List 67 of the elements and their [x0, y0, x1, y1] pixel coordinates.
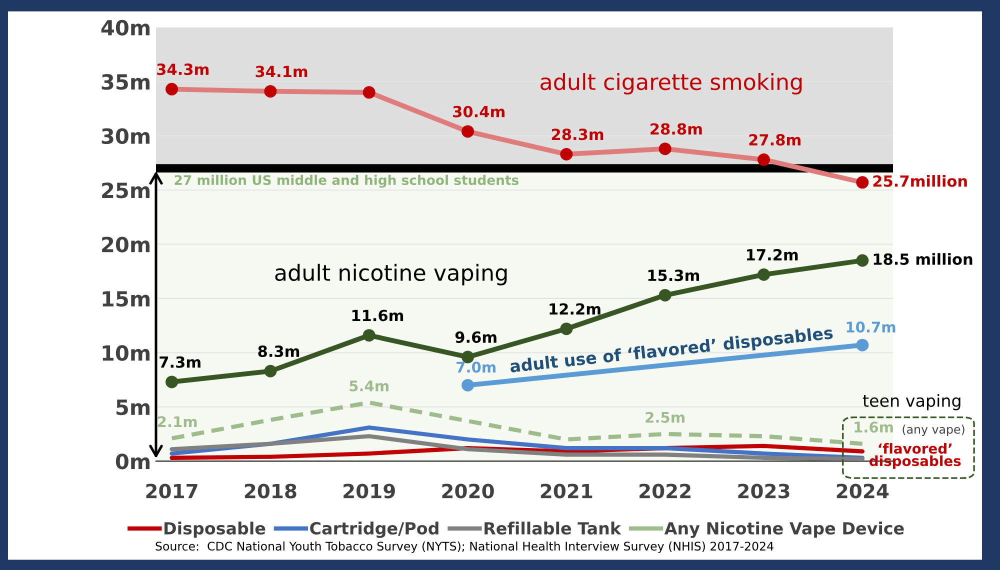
y-tick-label: 0m — [116, 454, 150, 470]
data-label: 28.8m — [650, 123, 702, 135]
point — [856, 338, 869, 352]
y-tick-label: 5m — [116, 400, 150, 416]
legend-label: Refillable Tank — [484, 522, 622, 535]
data-label: 10.7m — [846, 322, 896, 333]
y-tick-label: 25m — [102, 182, 150, 198]
text: adult cigarette smoking — [540, 72, 802, 95]
data-label: 17.2m — [747, 248, 798, 260]
point — [166, 82, 178, 96]
legend-label: Cartridge/Pod — [310, 522, 438, 538]
text: adult use of ‘flavored’ disposables — [510, 326, 834, 376]
data-label: 30.4m — [453, 106, 504, 118]
data-label: 7.3m — [160, 356, 200, 368]
y-tick-label: 40m — [101, 20, 150, 36]
y-tick-label: 10m — [102, 345, 150, 361]
point — [462, 125, 474, 138]
x-tick-label: 2017 — [146, 484, 198, 498]
point — [462, 378, 474, 392]
point — [362, 86, 376, 99]
annotation: ‘flavored’ disposables — [869, 443, 961, 469]
data-label: 18.5 million — [874, 253, 972, 265]
data-label: 2.1m — [158, 416, 197, 427]
text: adult nicotine vaping — [275, 264, 507, 286]
point — [758, 268, 770, 281]
legend-label: Disposable — [164, 522, 266, 538]
point — [264, 364, 277, 378]
x-tick-label: 2022 — [640, 484, 690, 498]
point — [166, 376, 178, 388]
point — [658, 288, 672, 302]
y-tick-label: 20m — [102, 236, 150, 252]
data-label: 1.6m — [854, 422, 893, 433]
data-label: 5.4m — [350, 380, 388, 392]
data-label: 8.3m — [258, 345, 300, 358]
text: (any vape) — [902, 424, 964, 436]
data-label: 15.3m — [648, 270, 700, 282]
point — [560, 148, 573, 160]
y-tick-label: 30m — [102, 128, 150, 144]
data-label: 11.6m — [352, 310, 404, 322]
point — [362, 329, 376, 342]
data-label: 12.2m — [550, 303, 600, 315]
x-tick-label: 2020 — [442, 484, 494, 498]
point — [856, 254, 869, 267]
data-label: 2.5m — [646, 412, 684, 423]
point — [658, 142, 672, 156]
data-label: 9.6m — [455, 331, 496, 343]
data-label: 34.1m — [256, 66, 308, 78]
band-label: 27 million US middle and high school students — [174, 174, 519, 188]
point — [856, 176, 869, 189]
y-tick-label: 15m — [102, 291, 150, 307]
data-label: 25.7million — [873, 175, 967, 187]
point — [264, 85, 277, 98]
x-tick-label: 2024 — [836, 484, 889, 498]
point — [560, 322, 573, 336]
x-tick-label: 2019 — [344, 484, 395, 498]
x-tick-label: 2018 — [244, 484, 296, 498]
data-label: 28.3m — [552, 128, 604, 140]
source-note: Source: CDC National Youth Tobacco Survey (NYTS); National Health Interview Survey (NHIS) 2017-2024 — [156, 541, 774, 553]
annotation: teen vaping — [862, 394, 960, 410]
x-tick-label: 2021 — [540, 484, 592, 498]
data-label: 27.8m — [749, 134, 800, 146]
y-tick-label: 35m — [102, 74, 150, 90]
point — [758, 153, 770, 166]
x-tick-label: 2023 — [738, 484, 790, 498]
data-label: 34.3m — [157, 64, 208, 76]
legend-label: Any Nicotine Vape Device — [664, 522, 904, 538]
data-label: 7.0m — [456, 362, 496, 373]
